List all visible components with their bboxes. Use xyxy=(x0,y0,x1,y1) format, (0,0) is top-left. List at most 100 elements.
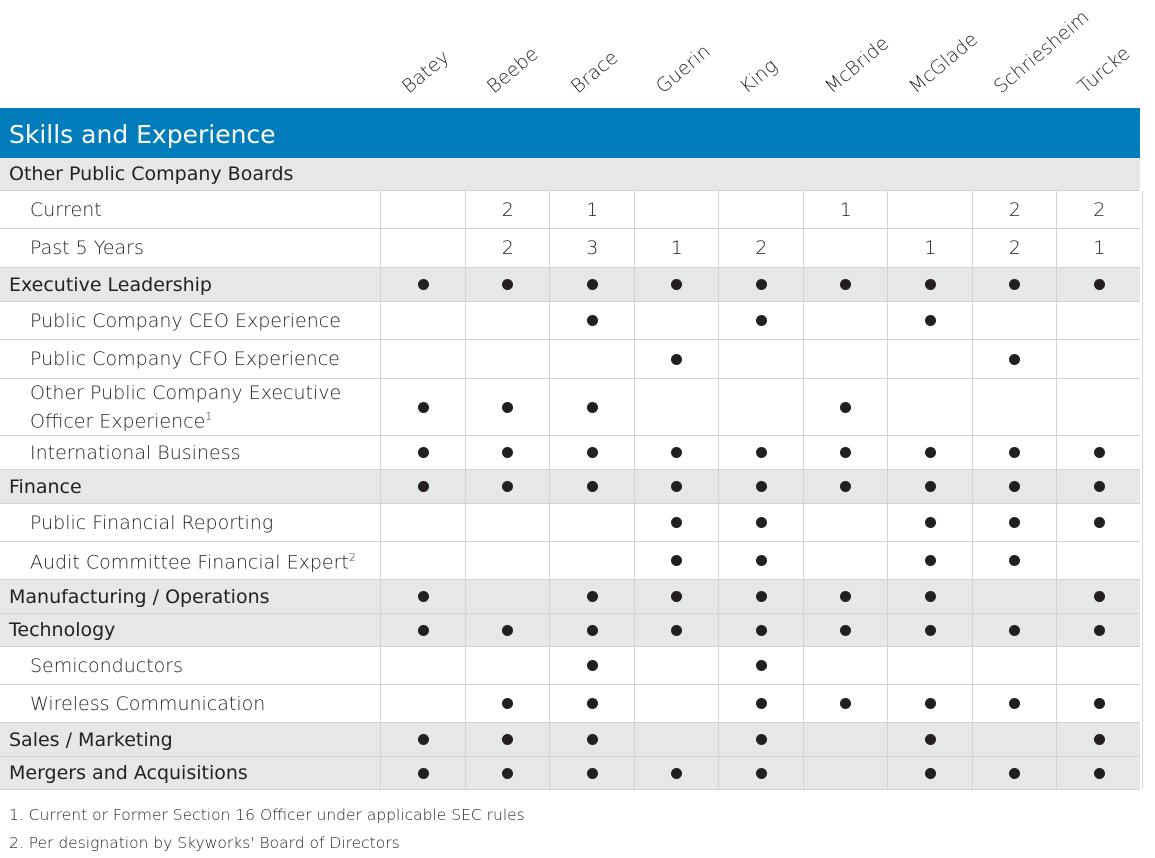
bullet-icon xyxy=(1009,353,1021,365)
cell-batey xyxy=(380,470,466,503)
cell-mcglade xyxy=(887,685,973,722)
bullet-icon xyxy=(924,555,936,566)
bullet-icon xyxy=(840,698,852,709)
row-label: Current xyxy=(30,191,102,228)
cell-mcglade xyxy=(887,340,973,378)
bullet-icon xyxy=(1009,698,1021,709)
bullet-icon xyxy=(755,734,767,745)
bullet-icon xyxy=(417,279,429,290)
footnote-2: 2. Per designation by Skyworks' Board of… xyxy=(9,834,400,852)
bullet-icon xyxy=(502,279,514,290)
cell-mcbride xyxy=(802,229,889,267)
row-label: Public Company CFO Experience xyxy=(30,340,340,378)
cell-batey xyxy=(380,614,466,646)
cell-batey xyxy=(380,504,466,541)
cell-guerin xyxy=(633,302,720,339)
board-count: 2 xyxy=(1008,237,1021,259)
director-header: McGlade xyxy=(904,28,982,99)
cell-batey xyxy=(380,302,466,339)
bullet-icon xyxy=(586,660,598,671)
cell-mcglade xyxy=(887,542,973,579)
cell-beebe xyxy=(464,614,551,646)
cell-turcke xyxy=(1056,470,1143,503)
director-header: King xyxy=(735,54,782,98)
cell-brace xyxy=(549,340,635,378)
cell-turcke xyxy=(1056,436,1143,469)
cell-brace xyxy=(549,436,635,469)
cell-beebe xyxy=(464,542,551,579)
bullet-icon xyxy=(586,698,598,709)
cell-turcke xyxy=(1056,723,1143,756)
cell-beebe xyxy=(464,340,551,378)
cell-guerin xyxy=(633,647,720,684)
cell-guerin xyxy=(633,191,720,228)
bullet-icon xyxy=(1093,481,1105,492)
bullet-icon xyxy=(586,624,598,636)
board-count: 2 xyxy=(501,237,514,259)
cell-guerin xyxy=(633,340,720,378)
footnote-1: 1. Current or Former Section 16 Officer … xyxy=(9,806,525,824)
bullet-icon xyxy=(671,555,683,566)
cell-schriesheim xyxy=(971,504,1058,541)
bullet-icon xyxy=(502,734,514,745)
cell-batey xyxy=(380,436,466,469)
row-label: Other Public Company Boards xyxy=(9,158,293,190)
bullet-icon xyxy=(502,481,514,492)
cell-mcglade xyxy=(887,268,973,301)
cell-guerin xyxy=(633,436,720,469)
board-count: 3 xyxy=(586,237,599,259)
bullet-icon xyxy=(924,767,936,779)
cell-batey xyxy=(380,685,466,722)
cell-mcbride xyxy=(802,436,889,469)
bullet-icon xyxy=(1009,767,1021,779)
cell-mcglade xyxy=(887,470,973,503)
bullet-icon xyxy=(924,517,936,528)
bullet-icon xyxy=(1009,517,1021,528)
bullet-icon xyxy=(840,624,852,636)
cell-beebe xyxy=(464,580,551,613)
board-count: 2 xyxy=(1008,198,1021,221)
bullet-icon xyxy=(671,767,683,779)
board-count: 1 xyxy=(924,237,937,259)
cell-turcke xyxy=(1056,542,1143,579)
bullet-icon xyxy=(417,401,429,413)
bullet-icon xyxy=(755,447,767,458)
bullet-icon xyxy=(671,447,683,458)
director-header: Turcke xyxy=(1073,42,1135,98)
cell-guerin xyxy=(633,268,720,301)
table-row: Semiconductors xyxy=(0,647,1143,685)
cell-king xyxy=(718,614,804,646)
table-row: Sales / Marketing xyxy=(0,723,1143,757)
cell-brace xyxy=(549,470,635,503)
cell-turcke xyxy=(1056,379,1143,435)
row-label: Other Public Company Executive Officer E… xyxy=(30,379,360,435)
bullet-icon xyxy=(417,591,429,602)
bullet-icon xyxy=(755,660,767,671)
row-label: Finance xyxy=(9,470,82,503)
cell-guerin xyxy=(633,504,720,541)
director-header: McBride xyxy=(820,32,893,99)
bullet-icon xyxy=(1093,734,1105,745)
cell-beebe xyxy=(464,685,551,722)
cell-mcglade xyxy=(887,757,973,789)
cell-beebe: 2 xyxy=(464,229,551,267)
bullet-icon xyxy=(1009,624,1021,636)
cell-schriesheim xyxy=(971,580,1058,613)
table-row: Executive Leadership xyxy=(0,268,1143,302)
cell-mcglade xyxy=(887,723,973,756)
cell-mcglade xyxy=(887,580,973,613)
bullet-icon xyxy=(924,698,936,709)
cell-king xyxy=(718,340,804,378)
cell-mcbride xyxy=(802,470,889,503)
row-label-text: Finance xyxy=(9,475,82,498)
cell-brace xyxy=(549,504,635,541)
cell-mcbride xyxy=(802,685,889,722)
bullet-icon xyxy=(417,734,429,745)
table-row: Mergers and Acquisitions xyxy=(0,757,1143,790)
bullet-icon xyxy=(924,279,936,290)
cell-mcbride xyxy=(802,379,889,435)
bullet-icon xyxy=(924,734,936,745)
bullet-icon xyxy=(840,591,852,602)
cell-mcbride xyxy=(802,723,889,756)
cell-king xyxy=(718,757,804,789)
